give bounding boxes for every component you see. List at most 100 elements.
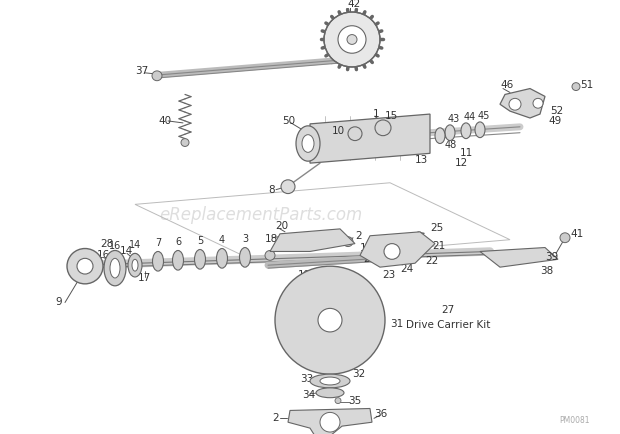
Circle shape [181,138,189,146]
Text: 45: 45 [478,111,490,121]
Text: 6: 6 [175,237,181,247]
Text: 22: 22 [425,256,438,266]
Text: 14: 14 [129,240,141,250]
Text: Drive Carrier Kit: Drive Carrier Kit [406,320,490,330]
Text: 7: 7 [155,237,161,247]
Polygon shape [360,232,435,267]
Circle shape [305,287,311,293]
Text: 32: 32 [352,369,365,379]
Ellipse shape [128,253,142,277]
Text: 39: 39 [545,252,558,262]
Circle shape [348,127,362,141]
Ellipse shape [110,255,120,275]
Text: 46: 46 [500,79,513,90]
Circle shape [343,237,353,247]
Text: 40: 40 [158,116,171,126]
Text: 21: 21 [432,240,445,250]
Text: 15: 15 [385,111,398,121]
Ellipse shape [310,374,350,388]
Ellipse shape [296,126,320,161]
Ellipse shape [435,128,445,144]
Text: 43: 43 [448,114,460,124]
Text: 26: 26 [363,254,376,264]
Circle shape [318,309,342,332]
Circle shape [152,71,162,81]
Text: 4: 4 [219,235,225,245]
Ellipse shape [475,122,485,138]
Text: 17: 17 [138,273,151,283]
Text: 50: 50 [282,116,295,126]
Ellipse shape [195,250,205,269]
Circle shape [338,26,366,53]
Circle shape [335,398,341,404]
Text: 29: 29 [314,280,327,290]
Circle shape [67,249,103,284]
Polygon shape [288,408,372,434]
Ellipse shape [216,249,228,268]
Text: 18: 18 [265,233,278,244]
Circle shape [77,258,93,274]
Ellipse shape [445,125,455,141]
Text: 36: 36 [374,409,388,419]
Circle shape [572,82,580,91]
Ellipse shape [110,258,120,278]
Ellipse shape [461,123,471,138]
Circle shape [281,180,295,194]
Text: 33: 33 [300,374,313,384]
Text: 14: 14 [120,247,133,256]
Circle shape [324,12,380,67]
Text: 48: 48 [445,141,458,151]
Text: 30: 30 [317,289,330,299]
Text: 16: 16 [109,241,121,251]
Text: 37: 37 [135,66,148,76]
Text: 16: 16 [97,250,110,260]
Text: 49: 49 [548,116,561,126]
Text: 20: 20 [275,221,288,231]
Text: 24: 24 [400,264,414,274]
Text: 28: 28 [100,239,113,249]
Ellipse shape [104,250,126,286]
Ellipse shape [130,253,141,273]
Ellipse shape [132,259,138,271]
Text: 1: 1 [373,109,379,119]
Polygon shape [500,89,545,118]
Text: 2: 2 [355,231,361,241]
Ellipse shape [172,250,184,270]
Text: 35: 35 [348,396,361,406]
Text: 31: 31 [390,319,403,329]
Circle shape [265,250,275,260]
Text: 52: 52 [550,106,563,116]
Polygon shape [270,229,355,251]
Text: 38: 38 [540,266,553,276]
Text: 34: 34 [302,390,315,400]
Text: 44: 44 [464,112,476,122]
Text: 8: 8 [268,184,275,194]
Circle shape [533,99,543,108]
Text: 42: 42 [347,0,360,9]
Circle shape [275,266,385,374]
Circle shape [375,120,391,136]
Text: PM0081: PM0081 [559,416,590,425]
Text: 3: 3 [242,233,248,243]
Text: 12: 12 [455,158,468,168]
Circle shape [347,35,357,44]
Polygon shape [310,114,430,163]
Text: 5: 5 [197,236,203,246]
Text: 19: 19 [298,270,311,280]
Text: 12: 12 [360,243,373,253]
Text: 51: 51 [580,79,593,90]
Text: 11: 11 [460,148,473,158]
Ellipse shape [320,377,340,385]
Ellipse shape [239,247,250,267]
Text: 27: 27 [441,306,454,316]
Text: 41: 41 [570,229,583,239]
Circle shape [384,243,400,259]
Text: 25: 25 [430,223,443,233]
Text: 13: 13 [415,155,428,165]
Circle shape [320,412,340,432]
Text: 9: 9 [55,297,61,308]
Text: 10: 10 [332,126,345,136]
Text: 2: 2 [272,413,278,423]
Circle shape [509,99,521,110]
Polygon shape [480,247,558,267]
